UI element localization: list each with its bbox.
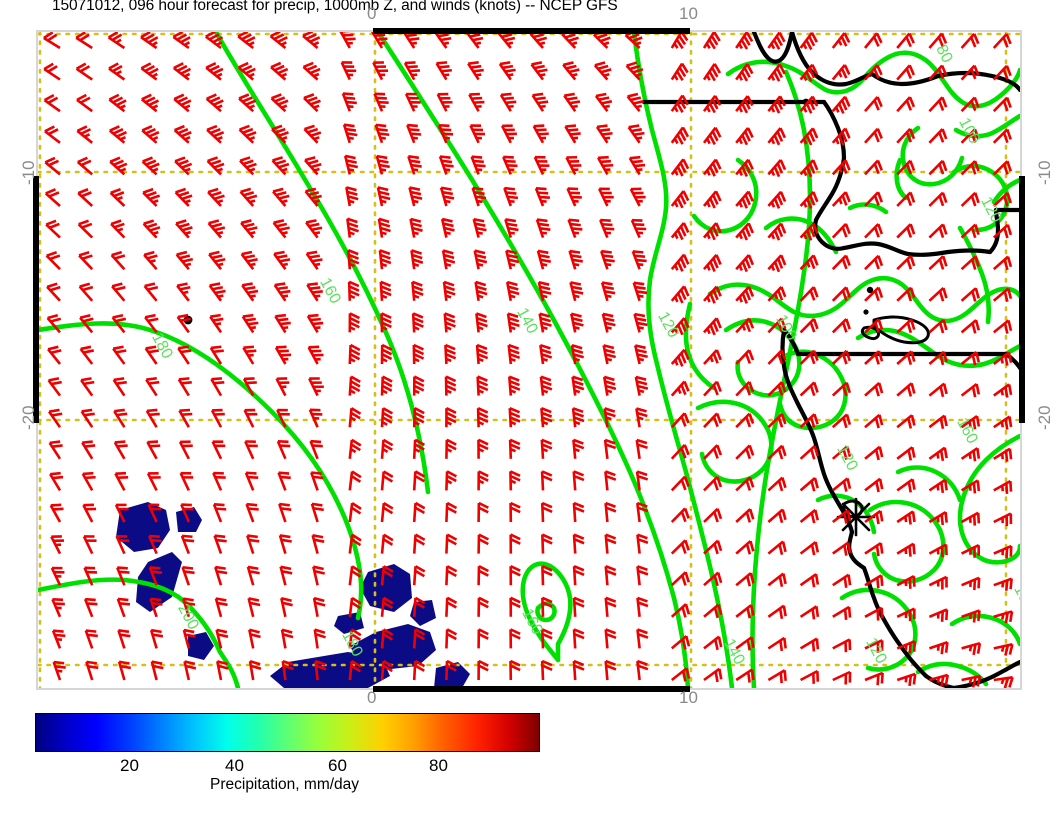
right-axis-label-minus10: -10 bbox=[1035, 160, 1054, 185]
colorbar-tick-40: 40 bbox=[225, 756, 244, 775]
contour-120-coast bbox=[750, 69, 813, 688]
contour-80c bbox=[953, 113, 1020, 139]
map-plot-area: 80 100 120 160 180 140 120 100 160 120 200 180 160 14… bbox=[38, 32, 1020, 688]
wind-barbs-layer bbox=[43, 32, 1014, 688]
contour-80b bbox=[893, 50, 1020, 109]
plot-frame bbox=[36, 30, 1022, 690]
contour-180b bbox=[38, 577, 223, 655]
contour-120-nea bbox=[991, 177, 1020, 205]
contour-cell-12b bbox=[865, 615, 918, 672]
contour-cell-8 bbox=[695, 399, 771, 433]
contour-160r bbox=[959, 433, 1020, 505]
contour-cell-5 bbox=[951, 163, 1010, 211]
colorbar-tick-80: 80 bbox=[429, 756, 448, 775]
contour-cell-1b bbox=[894, 157, 909, 201]
colorbar bbox=[35, 713, 540, 752]
contour-cell-13 bbox=[949, 613, 1020, 647]
svg-text:120: 120 bbox=[833, 442, 861, 474]
contour-100c bbox=[683, 301, 717, 391]
right-axis-tick-bar bbox=[1019, 176, 1025, 423]
contour-cell-10b bbox=[893, 527, 946, 584]
left-axis-label-minus10: -10 bbox=[19, 160, 38, 185]
contour-100a bbox=[707, 275, 909, 319]
colorbar-tick-60: 60 bbox=[328, 756, 347, 775]
svg-text:100: 100 bbox=[1010, 582, 1020, 614]
precipitation-shading-layer bbox=[116, 502, 470, 688]
colorbar-title: Precipitation, mm/day bbox=[210, 776, 360, 793]
station-marker bbox=[836, 497, 876, 537]
contour-120-ne bbox=[957, 225, 992, 325]
svg-text:80: 80 bbox=[932, 42, 955, 66]
contour-cell-4 bbox=[847, 202, 889, 215]
left-axis-label-minus20: -20 bbox=[19, 405, 38, 430]
contour-180c bbox=[217, 649, 241, 688]
top-axis-label-10: 10 bbox=[679, 4, 698, 23]
contour-cell-1 bbox=[900, 125, 965, 187]
contour-cell-12 bbox=[839, 587, 915, 621]
coastline-layer bbox=[183, 32, 1020, 688]
bottom-axis-label-10: 10 bbox=[679, 688, 698, 707]
svg-text:200: 200 bbox=[174, 601, 202, 633]
bottom-axis-label-0: 0 bbox=[367, 688, 377, 707]
bottom-axis-tick-bar bbox=[373, 686, 690, 692]
contour-140a bbox=[375, 32, 559, 327]
svg-text:120: 120 bbox=[862, 635, 890, 667]
contour-cell-10c bbox=[871, 551, 899, 583]
top-axis-label-0: 0 bbox=[367, 4, 377, 23]
gridlines-layer bbox=[38, 32, 1020, 688]
contour-120-ocean bbox=[631, 32, 735, 688]
figure-title: 15071012, 096 hour forecast for precip, … bbox=[52, 0, 618, 14]
right-axis-label-minus20: -20 bbox=[1035, 405, 1054, 430]
contour-cell-9 bbox=[895, 465, 963, 503]
top-axis-tick-bar bbox=[373, 28, 690, 34]
contour-160rb bbox=[957, 499, 1005, 565]
contour-160-cell bbox=[520, 561, 573, 663]
svg-text:140: 140 bbox=[720, 636, 748, 668]
svg-text:120: 120 bbox=[654, 309, 682, 341]
contour-160rc bbox=[999, 543, 1020, 565]
left-axis-tick-bar bbox=[33, 176, 39, 423]
colorbar-gradient bbox=[35, 713, 540, 752]
colorbar-tick-20: 20 bbox=[120, 756, 139, 775]
contour-140b bbox=[553, 321, 691, 688]
contour-cell-8c bbox=[699, 451, 727, 483]
